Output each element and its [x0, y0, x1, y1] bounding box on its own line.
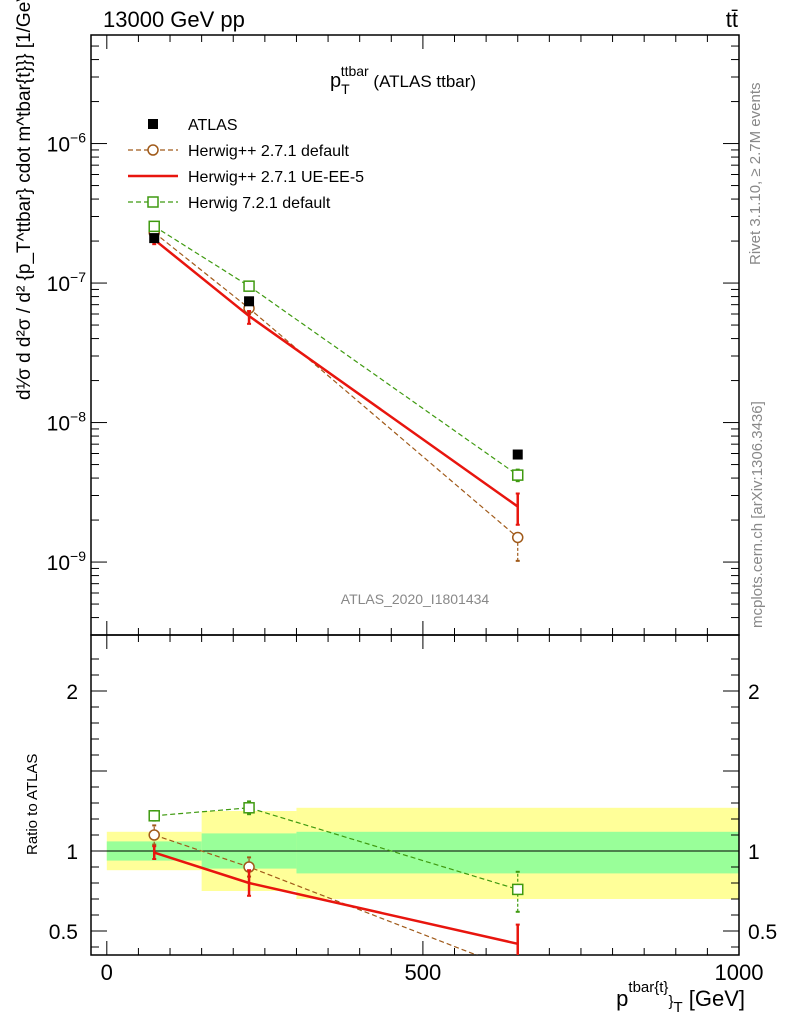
header-left: 13000 GeV pp: [103, 7, 245, 32]
ratio-series-0-point: [513, 966, 523, 976]
x-axis-label-sub2: T: [673, 999, 682, 1016]
y-axis-label-main: d¹⁄σ d d²σ / d² {p_T^ttbar} cdot m^tbar{…: [14, 0, 35, 400]
legend-label-1: Herwig++ 2.7.1 default: [188, 143, 350, 160]
legend-label-2: Herwig++ 2.7.1 UE-EE-5: [188, 169, 364, 186]
main-series-0-point: [149, 233, 160, 244]
y-axis-label-main-text: d¹⁄σ d d²σ / d² {p_T^ttbar} cdot m^tbar{…: [14, 0, 35, 400]
mcplots-label: mcplots.cern.ch [arXiv:1306.3436]: [749, 401, 766, 628]
y-tick-exponent: −9: [70, 548, 86, 564]
plot-title-main: p: [330, 70, 341, 92]
main-series-1-line: [153, 232, 519, 538]
band-green-2: [296, 831, 739, 874]
plot-title-suffix: (ATLAS ttbar): [369, 72, 476, 91]
x-tick-label: 0: [101, 960, 113, 985]
y-tick-label-ratio: 1: [66, 841, 78, 864]
main-series-2-line: [153, 238, 519, 508]
y-tick-base: 10: [47, 273, 70, 296]
main-series-group: [148, 220, 524, 562]
legend-marker-1: [147, 144, 159, 156]
plot-title-sup: ttbar: [341, 63, 369, 79]
y-tick-base: 10: [47, 413, 70, 436]
legend: ATLAS Herwig++ 2.7.1 default Herwig++ 2.7.…: [128, 117, 364, 212]
ratio-panel-frame: [90, 634, 740, 956]
header-right: tt̄: [726, 7, 738, 32]
y-axis-label-ratio: Ratio to ATLAS: [24, 754, 41, 855]
ratio-series-0-point: [148, 829, 160, 841]
main-series-3-point: [243, 280, 255, 292]
y-tick-label-main: 10−9: [47, 548, 87, 575]
y-tick-label-ratio-right: 2: [748, 681, 760, 704]
y-tick-label-ratio-right: 1: [748, 841, 760, 864]
x-tick-label: 1000: [715, 960, 764, 985]
rivet-label: Rivet 3.1.10, ≥ 2.7M events: [747, 83, 764, 266]
plot-title: pTttbar (ATLAS ttbar): [330, 63, 476, 97]
y-tick-base: 10: [47, 134, 70, 157]
y-tick-label-main: 10−7: [47, 269, 87, 296]
legend-label-0: ATLAS: [188, 117, 238, 134]
main-series-1-point: [511, 531, 524, 544]
y-tick-exponent: −6: [70, 130, 86, 146]
x-axis-label: ptbar{t}}T [GeV]: [616, 979, 745, 1016]
main-series-3-point: [148, 220, 160, 233]
x-axis-label-sub: }: [668, 993, 673, 1010]
x-tick-label: 500: [405, 960, 442, 985]
y-tick-exponent: −7: [70, 269, 86, 285]
x-axis-label-sup: tbar{t}: [628, 979, 668, 996]
ratio-series-2-line: [154, 807, 518, 890]
y-tick-label-ratio: 0.5: [49, 921, 78, 944]
y-tick-label-main: 10−8: [47, 409, 87, 436]
x-axis-label-unit: [GeV]: [683, 986, 745, 1011]
ratio-series-group: [148, 800, 524, 976]
x-axis-label-main: p: [616, 986, 628, 1011]
axis-ticks: [91, 34, 740, 955]
legend-label-3: Herwig 7.2.1 default: [188, 195, 331, 212]
y-tick-base: 10: [47, 552, 70, 575]
ratio-series-2-point: [148, 810, 160, 822]
ratio-uncertainty-bands: [106, 807, 739, 899]
plot-title-sub: T: [341, 81, 350, 97]
main-series-0-point: [244, 296, 255, 307]
legend-marker-atlas: [148, 119, 158, 129]
ratio-series-2-point: [511, 883, 524, 896]
analysis-watermark: ATLAS_2020_I1801434: [341, 591, 490, 607]
y-tick-label-ratio-right: 0.5: [748, 921, 777, 944]
main-series-3-line: [153, 225, 519, 476]
ratio-series-2-point: [243, 802, 255, 814]
legend-marker-3: [147, 196, 159, 208]
main-series-0-point: [512, 449, 523, 460]
main-series-3-point: [511, 469, 524, 481]
y-tick-label-main: 10−6: [47, 130, 87, 157]
y-tick-label-ratio: 2: [66, 681, 78, 704]
y-tick-exponent: −8: [70, 409, 86, 425]
